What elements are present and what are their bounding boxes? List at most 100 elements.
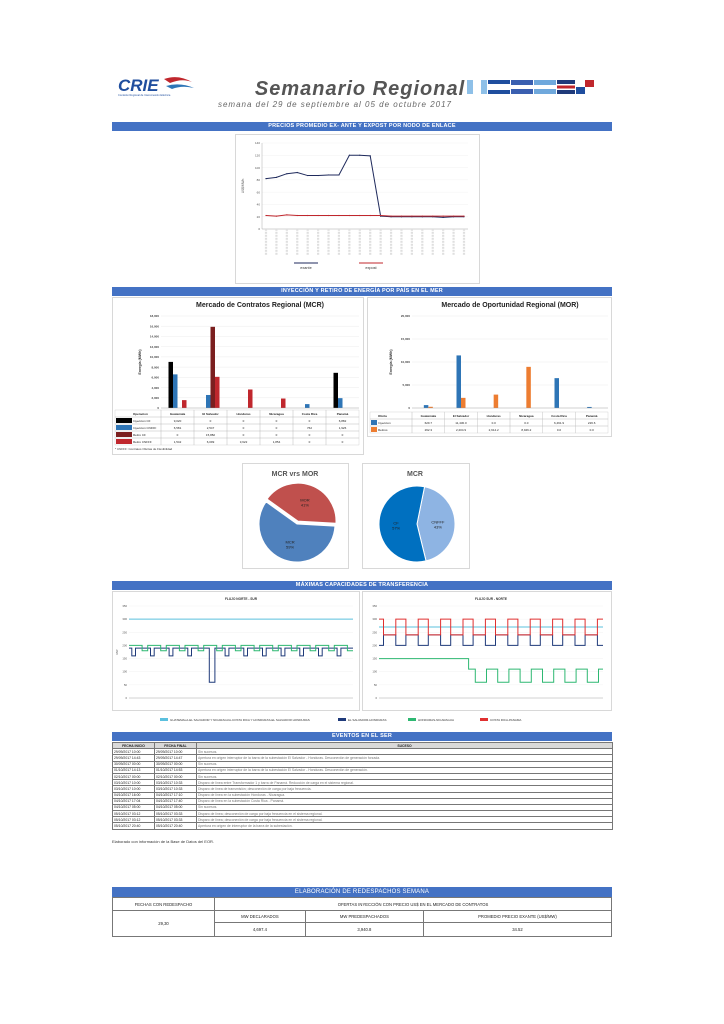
section-eventos-title: EVENTOS EN EL SER: [112, 732, 612, 741]
table-cell: 11,430.0: [455, 421, 467, 425]
data-point: [369, 214, 371, 217]
pie-slice: [416, 486, 456, 562]
table-cell: 0: [177, 433, 179, 437]
bar: [206, 394, 211, 408]
data-point: [432, 215, 434, 217]
events-cell-desc: Apertura en origen de interruptor de la …: [196, 822, 613, 830]
data-point: [359, 154, 361, 156]
events-footnote: Elaborado con información de la Base de …: [112, 838, 215, 844]
chart-title: MCR vrs MOR: [272, 471, 319, 478]
table-cell: 0: [309, 419, 311, 423]
series-line: [129, 644, 353, 652]
red-predespachados-value: 3,940.8: [304, 922, 424, 937]
table-cell: 262.3: [425, 428, 433, 432]
mor-chart-panel: Mercado de Oportunidad Regional (MOR) 0 5,…: [367, 297, 612, 437]
y-tick-label: 250: [122, 630, 127, 634]
data-point: [380, 214, 382, 217]
table-cell: 6,581: [174, 426, 182, 430]
y-tick-label: 140: [255, 141, 260, 145]
table-cell: Costa Rica: [302, 412, 318, 416]
data-point: [317, 174, 319, 177]
table-cell: 0: [276, 426, 278, 430]
bar: [423, 405, 429, 408]
data-point: [338, 174, 340, 176]
legend-swatch: [371, 427, 377, 432]
cap-left-chart: FLUJO NORTE - SUR 0 50 100 150 200 250 300 350 MW: [115, 597, 353, 700]
legend-label: HONDURAS-NICARAGUA: [418, 718, 454, 722]
pie-value: 59%: [286, 545, 294, 550]
table-cell: 8,946.2: [521, 428, 531, 432]
table-cell: 0: [309, 433, 311, 437]
y-axis-label: MW: [115, 649, 119, 654]
legend-swatch: [371, 420, 377, 425]
data-point: [317, 214, 319, 217]
table-cell: 6,882: [339, 419, 347, 423]
chart-note: * CNFFF: Contratos Ofertas de Flexibilid…: [115, 447, 173, 451]
legend-label: exante: [300, 266, 311, 270]
table-cell: 1,926: [339, 426, 347, 430]
table-cell: 0.0: [557, 428, 562, 432]
table-cell: 0: [243, 426, 245, 430]
y-tick-label: 4,000: [151, 386, 159, 390]
y-tick-label: 0: [375, 696, 377, 700]
table-cell: Panamá: [586, 414, 598, 418]
data-point: [463, 215, 465, 217]
y-axis-label: US$/MWh: [241, 179, 245, 194]
y-tick-label: 350: [122, 604, 127, 608]
data-point: [348, 214, 350, 217]
data-point: [296, 214, 298, 217]
cap-left-panel: FLUJO NORTE - SUR 0 50 100 150 200 250 300 350 MW: [112, 591, 360, 711]
red-sub-precio: PROMEDIO PRECIO EXANTE (US$/MW): [422, 910, 613, 923]
table-cell: 0: [342, 440, 344, 444]
chart-title: Mercado de Oportunidad Regional (MOR): [441, 302, 578, 309]
data-point: [275, 215, 278, 217]
table-cell: 1,542: [174, 440, 182, 444]
y-tick-label: 20: [257, 215, 261, 219]
pie-label: MCR: [286, 540, 295, 545]
bar: [248, 389, 253, 408]
chart-title: Mercado de Contratos Regional (MCR): [196, 302, 324, 309]
bar: [173, 374, 178, 408]
pie-slice: [266, 482, 337, 524]
table-cell: 15,882: [206, 433, 216, 437]
mcr-chart: Mercado de Contratos Regional (MCR) 0 2,00…: [114, 302, 360, 451]
y-tick-label: 150: [122, 657, 127, 661]
legend-label: expost: [365, 266, 377, 270]
legend-swatch: [116, 439, 132, 444]
table-cell: Honduras: [236, 412, 250, 416]
y-axis-label: Energía (MWh): [389, 349, 393, 375]
y-tick-label: 14,000: [150, 335, 160, 339]
pie-value: 43%: [434, 525, 442, 530]
bar: [168, 361, 173, 408]
data-point: [442, 215, 444, 217]
table-cell: Guatemala: [421, 414, 437, 418]
table-cell-border: [325, 437, 360, 446]
bar: [182, 400, 187, 408]
table-cell: 762: [307, 426, 312, 430]
bar: [210, 326, 215, 408]
bar: [493, 394, 499, 408]
table-cell: 226.6: [588, 421, 596, 425]
bar: [456, 355, 461, 408]
section-inyeccion-title: INYECCIÓN Y RETIRO DE ENERGÍA POR PAÍS E…: [112, 287, 612, 296]
section-redespachos-title: ELABORACIÓN DE REDESPACHOS SEMANA: [112, 887, 612, 897]
bar: [428, 406, 433, 408]
table-cell: Inyeccion CF: [133, 419, 151, 423]
table-cell: 0: [276, 433, 278, 437]
table-cell: Panamá: [337, 412, 349, 416]
red-declarados-value: 4,697.4: [214, 922, 306, 937]
y-tick-label: 250: [372, 630, 377, 634]
y-tick-label: 300: [372, 617, 377, 621]
data-point: [452, 215, 455, 217]
y-tick-label: 300: [122, 617, 127, 621]
table-cell: 0: [243, 419, 245, 423]
flags-icon: [467, 80, 594, 94]
data-point: [307, 174, 309, 177]
series-line: [379, 658, 603, 683]
cap-right-chart: FLUJO SUR - NORTE 0 50 100 150 200 250 300 350: [372, 597, 603, 700]
y-tick-label: 10,000: [150, 355, 160, 359]
pie-label: CF: [393, 520, 399, 525]
price-chart: 0 20 40 60 80 100 120 140 US$/MWh exante expost: [241, 141, 468, 270]
events-cell-start: 05/10/2017 20:40: [112, 822, 155, 830]
data-point: [338, 214, 340, 217]
